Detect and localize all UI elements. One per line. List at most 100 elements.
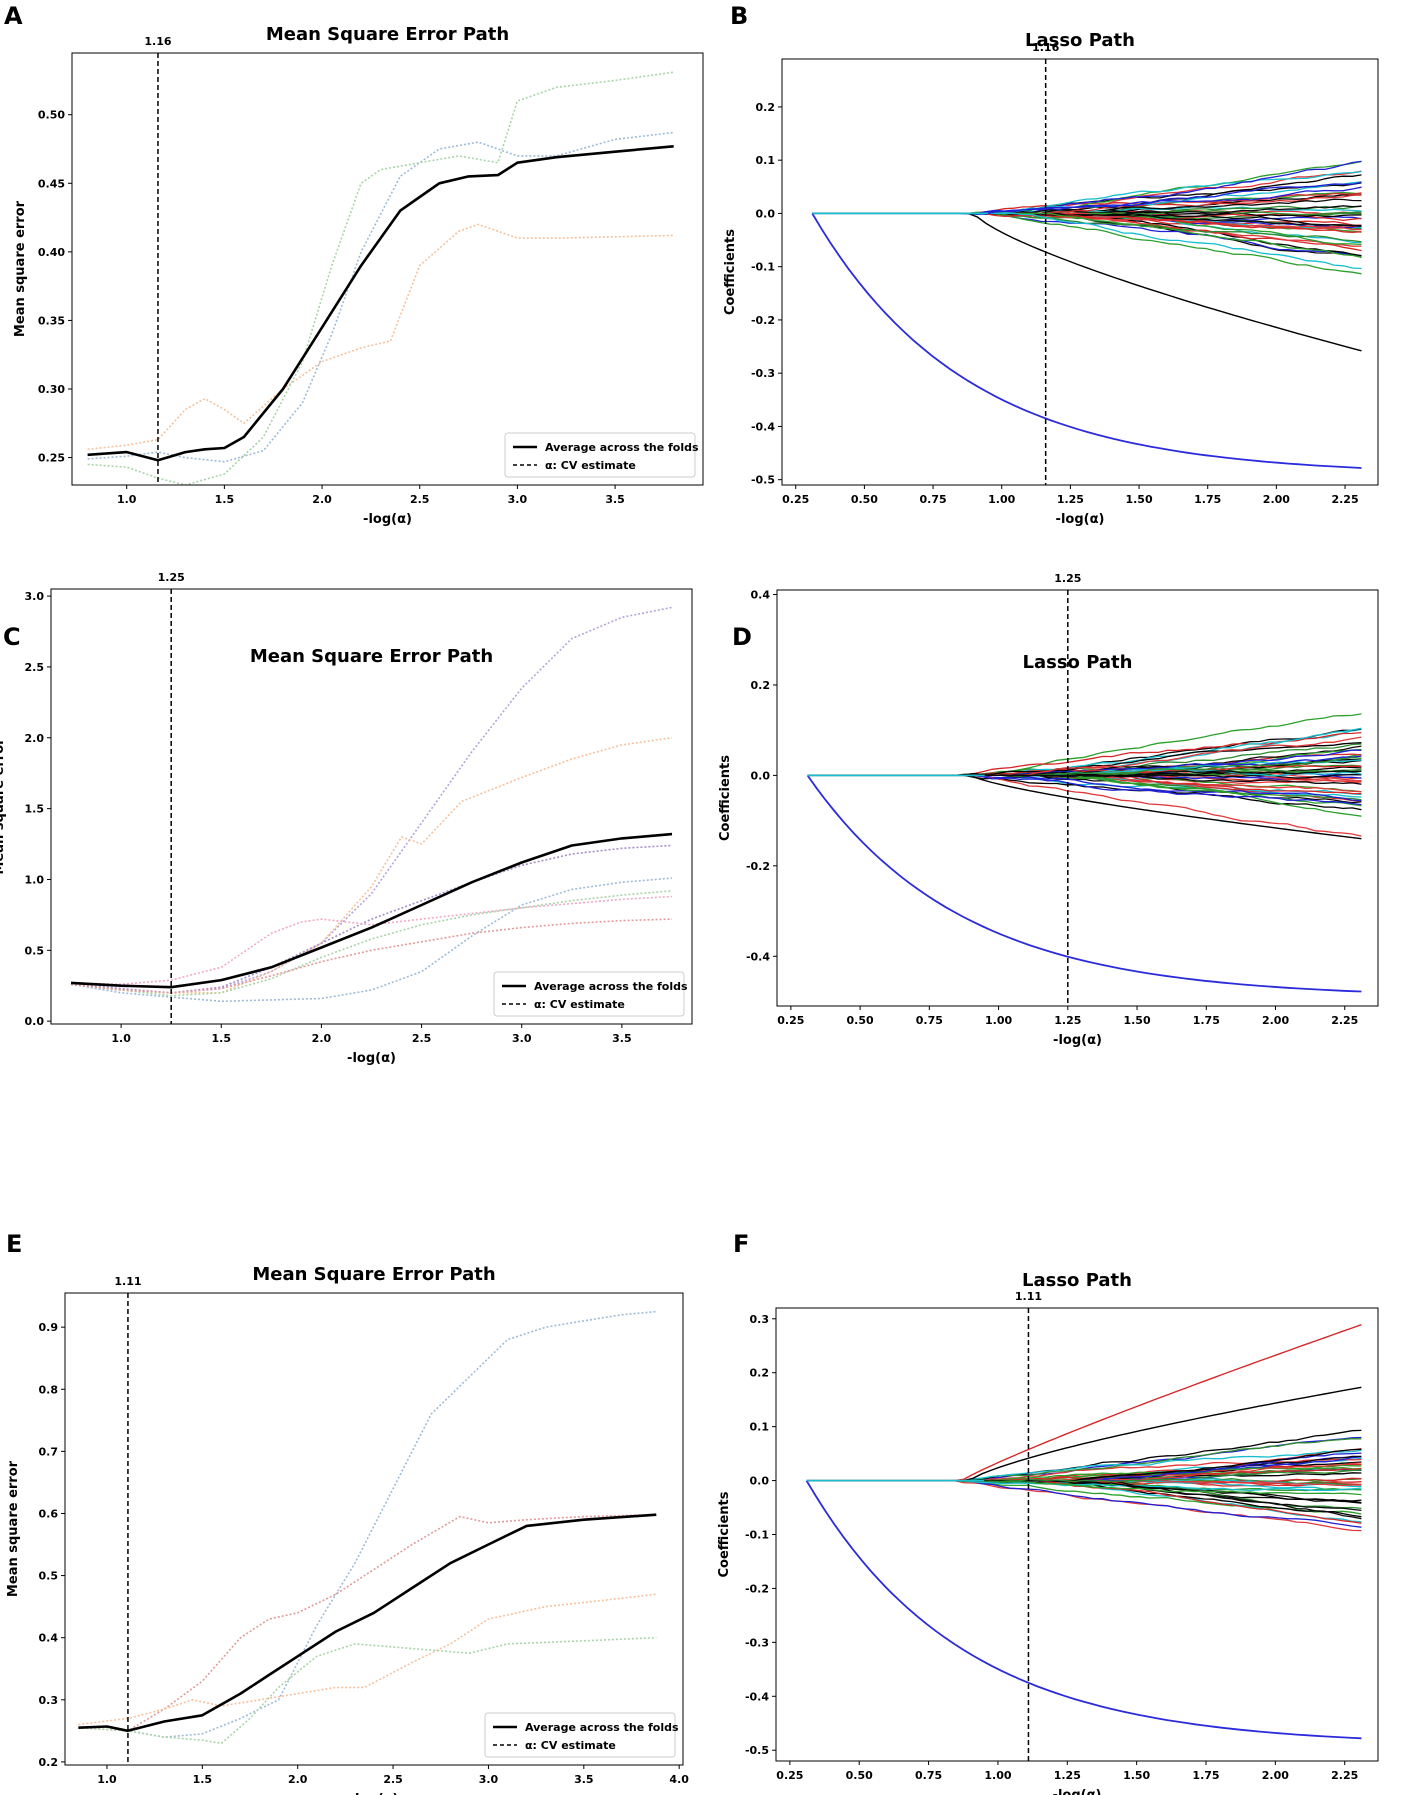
panel-a: A Mean Square Error Path 1.0 1.5 2.0 2.5 3.0 3.… [4, 2, 704, 527]
x-tick-label: 2.0 [312, 1032, 332, 1045]
y-tick-label: 0.8 [39, 1383, 59, 1396]
y-tick-label: 0.25 [38, 452, 65, 465]
x-tick-label: 0.25 [777, 1014, 804, 1027]
x-tick-label: 2.00 [1262, 1014, 1289, 1027]
y-axis-label: Coefficients [718, 755, 733, 841]
panel-letter: C [3, 623, 21, 651]
x-tick-label: 1.75 [1193, 1014, 1220, 1027]
x-axis-label: -log(α) [1053, 1033, 1102, 1048]
x-tick-label: 1.50 [1123, 1014, 1150, 1027]
cv-value-label: 1.11 [114, 1275, 141, 1288]
x-tick-label: 1.0 [97, 1773, 117, 1786]
plot-frame [50, 588, 693, 1025]
x-tick-label: 0.25 [782, 493, 809, 506]
x-tick-label: 1.50 [1123, 1769, 1150, 1782]
y-tick-label: 1.5 [25, 803, 45, 816]
fold-series-line [78, 1636, 657, 1745]
x-tick-label: 1.5 [215, 493, 235, 506]
data-area [78, 1310, 657, 1745]
x-tick-label: 2.25 [1331, 1769, 1358, 1782]
plot-frame [775, 1307, 1379, 1762]
chart-title: Mean Square Error Path [252, 1264, 495, 1285]
y-tick-label: 0.3 [750, 1313, 770, 1326]
coefficient-path-blue [805, 1480, 1362, 1740]
y-tick-label: 0.6 [39, 1507, 59, 1520]
y-tick-label: -0.4 [746, 950, 770, 963]
x-tick-label: 2.25 [1331, 1014, 1358, 1027]
fold-series-line [70, 737, 673, 994]
y-tick-label: 0.4 [751, 589, 771, 602]
data-area [805, 1324, 1362, 1740]
x-tick-label: 2.0 [312, 493, 332, 506]
x-tick-label: 1.5 [193, 1773, 213, 1786]
legend: Average across the folds α: CV estimate [484, 1712, 679, 1758]
x-tick-label: 1.0 [117, 493, 137, 506]
coefficient-path-blue [811, 212, 1362, 469]
x-tick-label: 0.50 [847, 1014, 874, 1027]
y-tick-label: 0.40 [38, 246, 65, 259]
x-tick-label: 0.75 [915, 1769, 942, 1782]
panel-letter: B [730, 2, 748, 30]
y-axis-label: Mean square error [0, 738, 7, 875]
x-tick-label: 2.0 [288, 1773, 308, 1786]
y-tick-label: 0.45 [38, 177, 65, 190]
x-tick-label: 1.00 [984, 1769, 1011, 1782]
panel-letter: A [4, 2, 23, 30]
y-axis-label: Coefficients [723, 229, 738, 315]
x-tick-label: 2.5 [412, 1032, 432, 1045]
y-tick-label: 0.5 [25, 944, 45, 957]
chart-title: Mean Square Error Path [266, 24, 509, 45]
chart-title: Lasso Path [1023, 652, 1133, 673]
legend-average-label: Average across the folds [534, 980, 688, 993]
y-axis-label: Mean square error [13, 200, 28, 337]
fold-series-line [78, 1310, 657, 1738]
plot-frame [776, 589, 1379, 1007]
y-tick-label: 0.30 [38, 383, 65, 396]
panel-f: F Lasso Path 0.25 0.50 0.75 1.00 1.25 1.50 1.75 2… [717, 1230, 1379, 1795]
plot-frame [64, 1292, 684, 1766]
x-tick-label: 2.5 [383, 1773, 403, 1786]
x-axis-label: -log(α) [363, 512, 412, 527]
chart-title: Lasso Path [1025, 30, 1135, 51]
x-tick-label: 0.75 [919, 493, 946, 506]
legend-box [493, 971, 685, 1017]
data-area [811, 160, 1362, 469]
panel-letter: D [732, 623, 752, 651]
fold-series-line [87, 131, 674, 463]
fold-series-line [70, 890, 673, 997]
y-tick-label: 2.0 [25, 732, 45, 745]
cv-value-label: 1.25 [158, 571, 185, 584]
chart-title: Lasso Path [1022, 1270, 1132, 1291]
x-tick-label: 3.0 [479, 1773, 499, 1786]
y-tick-label: 0.9 [39, 1321, 59, 1334]
x-tick-label: 1.50 [1125, 493, 1152, 506]
y-tick-label: -0.2 [745, 1582, 769, 1595]
y-tick-label: 0.0 [756, 207, 776, 220]
fold-series-line [78, 1593, 657, 1726]
x-tick-label: 1.0 [111, 1032, 131, 1045]
y-tick-label: 0.2 [39, 1756, 59, 1769]
y-tick-label: -0.3 [751, 367, 775, 380]
average-series-line [87, 145, 674, 462]
x-tick-label: 1.75 [1192, 1769, 1219, 1782]
y-tick-label: 1.0 [25, 873, 45, 886]
x-tick-label: 0.75 [916, 1014, 943, 1027]
y-tick-label: 0.7 [39, 1445, 59, 1458]
x-tick-label: 3.5 [612, 1032, 632, 1045]
x-axis-label: -log(α) [1053, 1788, 1102, 1795]
x-tick-label: 0.50 [851, 493, 878, 506]
cv-value-label: 1.16 [144, 35, 171, 48]
legend-cv-label: α: CV estimate [534, 998, 625, 1011]
legend-box [504, 432, 696, 478]
y-tick-label: 0.2 [750, 1367, 770, 1380]
data-area [87, 71, 674, 485]
plot-frame [71, 52, 704, 486]
y-tick-label: 0.0 [751, 769, 771, 782]
x-tick-label: 3.5 [605, 493, 625, 506]
fold-series-line [78, 1513, 657, 1732]
y-tick-label: 2.5 [25, 661, 45, 674]
y-tick-label: 0.3 [39, 1694, 59, 1707]
y-axis-label: Coefficients [717, 1491, 732, 1577]
x-tick-label: 1.5 [212, 1032, 232, 1045]
